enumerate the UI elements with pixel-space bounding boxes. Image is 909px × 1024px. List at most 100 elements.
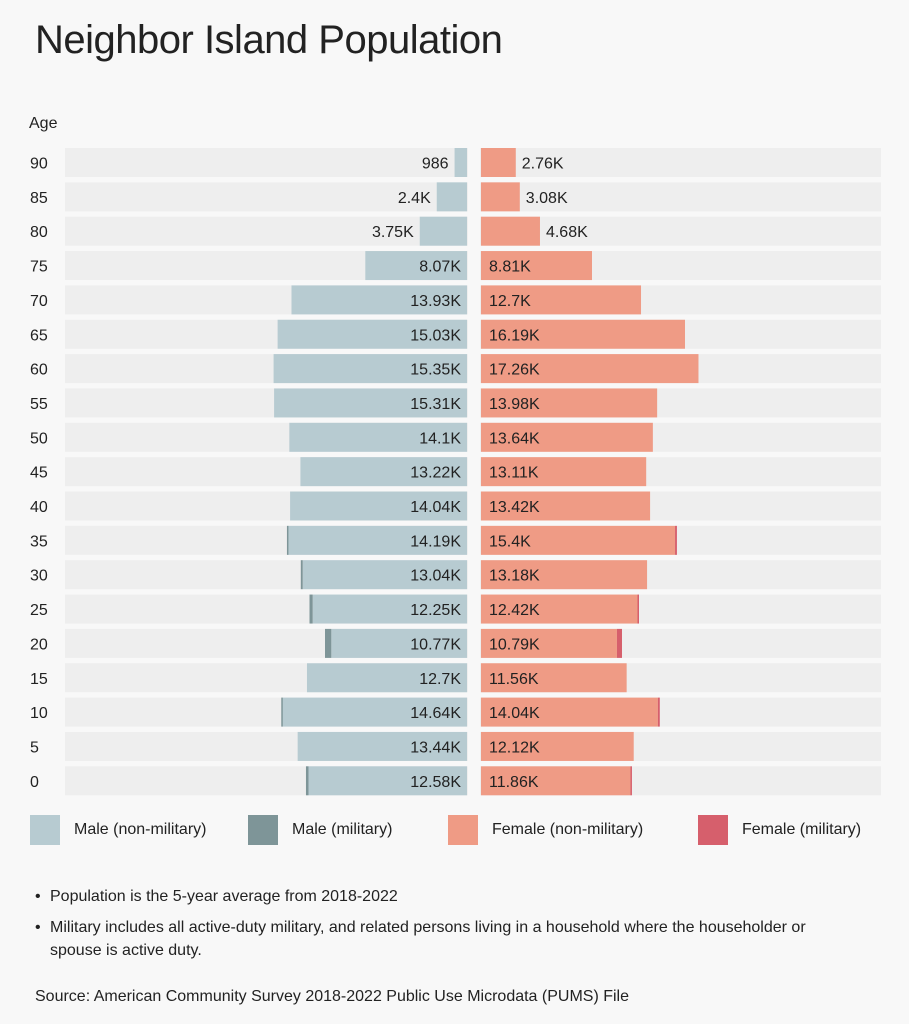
female-data-label: 11.56K [489, 671, 539, 688]
source-note: Source: American Community Survey 2018-2… [35, 988, 630, 1005]
bar-female-nonmilitary [481, 628, 617, 658]
bar-male-nonmilitary [291, 285, 467, 315]
age-tick-label: 45 [30, 465, 48, 482]
age-tick-label: 90 [30, 156, 48, 173]
bar-male-nonmilitary [365, 251, 467, 281]
age-tick-label: 55 [30, 396, 48, 413]
female-data-label: 12.7K [489, 293, 531, 310]
male-data-label: 8.07K [419, 259, 461, 276]
bar-female-nonmilitary [481, 319, 685, 349]
male-data-label: 13.04K [410, 568, 461, 585]
age-axis-label: Age [29, 115, 58, 132]
legend-swatch [30, 815, 60, 845]
bar-female-nonmilitary [481, 663, 627, 693]
chart-title: Neighbor Island Population [35, 18, 503, 62]
bar-female-nonmilitary [481, 491, 651, 521]
male-data-label: 12.7K [419, 671, 461, 688]
female-data-label: 12.12K [489, 739, 540, 756]
male-data-label: 15.35K [410, 362, 461, 379]
male-data-label: 10.77K [410, 636, 461, 653]
legend-swatch [248, 815, 278, 845]
female-data-label: 3.08K [526, 190, 568, 207]
female-data-label: 14.04K [489, 705, 540, 722]
bar-female-military [630, 766, 632, 796]
age-tick-label: 75 [30, 259, 48, 276]
legend-swatch [698, 815, 728, 845]
male-data-label: 12.25K [410, 602, 461, 619]
female-data-label: 13.98K [489, 396, 540, 413]
legend-item-female-military: Female (military) [698, 815, 861, 845]
bar-female-nonmilitary [481, 594, 638, 624]
legend: Male (non-military) Male (military) Fema… [0, 815, 909, 845]
male-data-label: 986 [422, 156, 449, 173]
age-tick-label: 80 [30, 224, 48, 241]
notes: Population is the 5-year average from 20… [35, 885, 855, 970]
female-data-label: 11.86K [489, 774, 539, 791]
bar-male-military [305, 766, 309, 796]
bar-female-nonmilitary [481, 285, 642, 315]
legend-item-male-nonmilitary: Male (non-military) [30, 815, 206, 845]
bar-male-nonmilitary [454, 148, 467, 177]
bar-female-nonmilitary [481, 148, 516, 177]
age-tick-label: 0 [30, 774, 39, 791]
male-data-label: 3.75K [372, 224, 414, 241]
legend-item-male-military: Male (military) [248, 815, 392, 845]
bar-male-military [281, 697, 283, 727]
bar-female-nonmilitary [481, 354, 699, 384]
male-data-label: 14.19K [410, 533, 461, 550]
bar-male-military [309, 594, 313, 624]
bar-male-military [300, 560, 303, 590]
bar-male-nonmilitary [331, 628, 467, 658]
age-tick-label: 5 [30, 739, 39, 756]
bar-female-nonmilitary [481, 251, 593, 281]
bar-male-military [286, 525, 289, 555]
female-data-label: 4.68K [546, 224, 588, 241]
age-tick-label: 65 [30, 327, 48, 344]
bar-female-nonmilitary [481, 422, 653, 452]
legend-swatch [448, 815, 478, 845]
bar-male-military [324, 628, 332, 658]
bar-male-nonmilitary [300, 457, 467, 487]
bar-male-nonmilitary [273, 354, 467, 384]
male-data-label: 13.93K [410, 293, 461, 310]
bar-female-nonmilitary [481, 216, 540, 246]
bar-female-nonmilitary [481, 697, 658, 727]
legend-label: Female (non-military) [492, 821, 644, 838]
bar-female-military [657, 697, 660, 727]
bar-female-military [637, 594, 639, 624]
age-tick-label: 50 [30, 430, 48, 447]
female-data-label: 13.42K [489, 499, 540, 516]
bar-female-nonmilitary [481, 182, 520, 212]
bar-male-nonmilitary [289, 422, 467, 452]
age-tick-label: 35 [30, 533, 48, 550]
female-data-label: 15.4K [489, 533, 531, 550]
age-tick-label: 40 [30, 499, 48, 516]
male-data-label: 15.31K [410, 396, 461, 413]
legend-label: Male (non-military) [74, 821, 207, 838]
female-data-label: 16.19K [489, 327, 540, 344]
legend-label: Male (military) [292, 821, 393, 838]
bar-female-military [616, 628, 622, 658]
female-data-label: 13.11K [489, 465, 539, 482]
bar-male-nonmilitary [290, 491, 467, 521]
note-item: Military includes all active-duty milita… [35, 916, 855, 962]
note-item: Population is the 5-year average from 20… [35, 885, 855, 908]
age-tick-label: 15 [30, 671, 48, 688]
row-background-male [65, 148, 468, 177]
bar-male-nonmilitary [288, 525, 467, 555]
bar-female-nonmilitary [481, 560, 648, 590]
male-data-label: 13.44K [410, 739, 461, 756]
male-data-label: 14.1K [419, 430, 461, 447]
bar-female-nonmilitary [481, 766, 631, 796]
age-tick-label: 25 [30, 602, 48, 619]
male-data-label: 15.03K [410, 327, 461, 344]
age-tick-label: 70 [30, 293, 48, 310]
age-tick-label: 85 [30, 190, 48, 207]
row-background-male [65, 216, 468, 246]
female-data-label: 2.76K [522, 156, 564, 173]
bar-male-nonmilitary [419, 216, 467, 246]
age-tick-label: 60 [30, 362, 48, 379]
female-data-label: 17.26K [489, 362, 540, 379]
bar-male-nonmilitary [297, 731, 467, 761]
bar-male-nonmilitary [277, 319, 467, 349]
